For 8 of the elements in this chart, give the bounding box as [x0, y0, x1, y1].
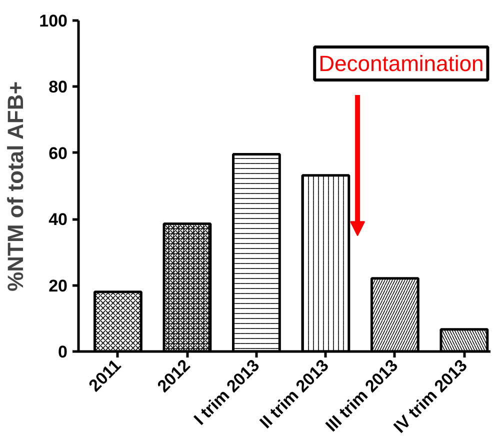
y-tick-label: 40 [48, 210, 68, 230]
y-tick-label: 60 [48, 144, 68, 163]
y-tick-label: 80 [48, 78, 68, 97]
annotation: Decontamination [318, 51, 484, 76]
y-axis-title: %NTM of total AFB+ [3, 81, 28, 292]
y-tick-label: 100 [39, 12, 68, 30]
y-tick-label: 20 [48, 276, 68, 296]
y-tick-label: 0 [58, 342, 68, 362]
